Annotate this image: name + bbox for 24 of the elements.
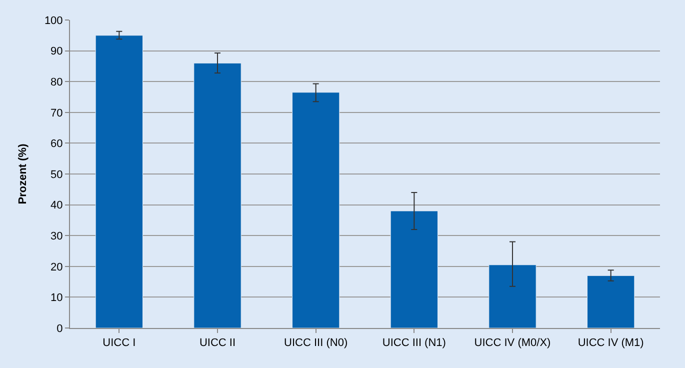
y-axis-title: Prozent (%)	[17, 143, 30, 204]
x-tick-label: UICC III (N0)	[284, 337, 348, 350]
y-tick-label: 0	[56, 322, 63, 335]
x-tick-label: UICC IV (M1)	[578, 337, 644, 350]
bar	[586, 275, 635, 328]
x-tick-label: UICC IV (M0/X)	[474, 337, 551, 350]
y-tick-label: 90	[50, 46, 63, 58]
y-tick-label: 10	[50, 292, 63, 304]
x-tick-label: UICC III (N1)	[382, 337, 446, 350]
y-tick-label: 80	[50, 76, 63, 88]
bar	[488, 264, 536, 328]
x-tick-label: UICC II	[199, 337, 236, 350]
x-tick-label: UICC I	[102, 337, 136, 350]
y-tick-label: 30	[50, 230, 63, 242]
bar	[292, 92, 340, 328]
y-tick-label: 40	[50, 200, 63, 212]
y-tick-label: 100	[44, 14, 63, 27]
y-tick-label: 70	[50, 107, 63, 120]
bar	[194, 62, 242, 328]
y-tick-label: 20	[50, 261, 63, 274]
bar	[95, 35, 144, 328]
bar	[390, 210, 438, 328]
y-tick-label: 50	[50, 168, 63, 181]
y-tick-label: 60	[50, 138, 63, 150]
